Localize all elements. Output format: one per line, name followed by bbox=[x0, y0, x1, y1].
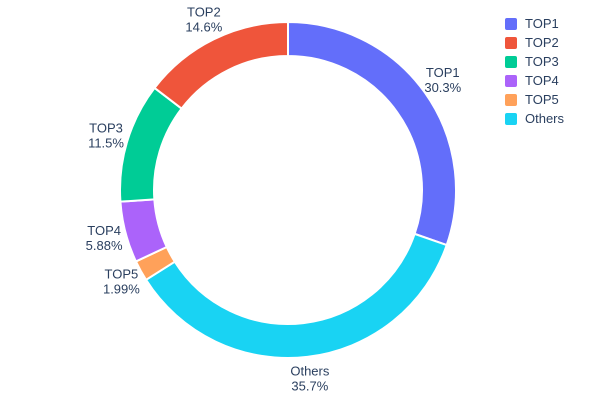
legend-swatch-TOP4 bbox=[505, 75, 517, 87]
slice-label-TOP4: TOP4 5.88% bbox=[86, 223, 123, 253]
legend-label-TOP4: TOP4 bbox=[525, 73, 559, 88]
legend-swatch-Others bbox=[505, 113, 517, 125]
legend-label-TOP1: TOP1 bbox=[525, 16, 559, 31]
legend-swatch-TOP5 bbox=[505, 94, 517, 106]
legend-item-TOP2[interactable]: TOP2 bbox=[505, 36, 564, 50]
legend-item-TOP5[interactable]: TOP5 bbox=[505, 93, 564, 107]
legend-item-TOP3[interactable]: TOP3 bbox=[505, 55, 564, 69]
pie-slice-TOP2[interactable] bbox=[153, 21, 289, 110]
legend-item-TOP4[interactable]: TOP4 bbox=[505, 74, 564, 88]
chart-legend: TOP1 TOP2 TOP3 TOP4 TOP5 Others bbox=[505, 17, 564, 126]
legend-item-Others[interactable]: Others bbox=[505, 112, 564, 126]
legend-swatch-TOP3 bbox=[505, 56, 517, 68]
pie-slice-Others[interactable] bbox=[145, 232, 448, 359]
legend-label-TOP3: TOP3 bbox=[525, 54, 559, 69]
slice-label-TOP3: TOP3 11.5% bbox=[88, 120, 124, 150]
slice-label-TOP5: TOP5 1.99% bbox=[103, 266, 140, 296]
pie-slice-TOP1[interactable] bbox=[287, 21, 457, 247]
slice-label-Others: Others 35.7% bbox=[290, 364, 330, 394]
slice-label-TOP2: TOP2 14.6% bbox=[185, 5, 222, 35]
legend-swatch-TOP1 bbox=[505, 18, 517, 30]
legend-label-Others: Others bbox=[525, 111, 565, 126]
legend-label-TOP2: TOP2 bbox=[525, 35, 559, 50]
slice-label-TOP1: TOP1 30.3% bbox=[424, 65, 461, 95]
legend-item-TOP1[interactable]: TOP1 bbox=[505, 17, 564, 31]
pie-slice-TOP3[interactable] bbox=[119, 86, 183, 203]
legend-swatch-TOP2 bbox=[505, 37, 517, 49]
legend-label-TOP5: TOP5 bbox=[525, 92, 559, 107]
